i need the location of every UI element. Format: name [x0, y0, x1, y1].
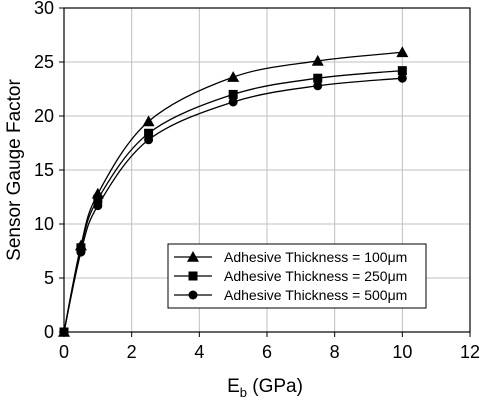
data-point-square — [144, 128, 154, 138]
y-tick-label: 5 — [44, 268, 54, 288]
axis-ticks: 0 2 4 6 8 10 12 0 5 10 15 20 25 30 — [34, 0, 480, 362]
y-tick-label: 0 — [44, 322, 54, 342]
legend-marker-square — [188, 271, 198, 281]
y-tick-label: 25 — [34, 52, 54, 72]
data-point-square — [228, 89, 238, 99]
data-point-triangle — [311, 54, 324, 66]
x-tick-label: 10 — [392, 342, 412, 362]
x-tick-label: 0 — [59, 342, 69, 362]
legend-marker-triangle — [187, 251, 199, 262]
legend-label: Adhesive Thickness = 100μm — [224, 249, 407, 265]
data-point-triangle — [227, 71, 240, 82]
data-point-square — [93, 194, 103, 204]
data-point-circle — [397, 73, 407, 83]
data-point-circle — [76, 247, 86, 257]
data-point-triangle — [396, 46, 409, 58]
y-tick-label: 20 — [34, 106, 54, 126]
x-tick-label: 6 — [262, 342, 272, 362]
x-axis-label: Eb (GPa) — [227, 376, 303, 400]
x-tick-label: 8 — [330, 342, 340, 362]
data-point-circle — [93, 201, 103, 211]
data-point-circle — [144, 135, 154, 145]
legend-label: Adhesive Thickness = 500μm — [224, 287, 407, 303]
y-tick-label: 30 — [34, 0, 54, 18]
legend: Adhesive Thickness = 100μm Adhesive Thick… — [167, 243, 427, 309]
data-point-square — [397, 66, 407, 76]
x-tick-label: 12 — [460, 342, 480, 362]
legend-marker-circle — [188, 290, 198, 300]
x-axis-label-subscript: b — [240, 385, 247, 400]
x-tick-label: 2 — [127, 342, 137, 362]
x-tick-label: 4 — [194, 342, 204, 362]
data-point-circle — [313, 81, 323, 91]
x-axis-label-main: E — [227, 376, 240, 397]
y-axis-label: Sensor Gauge Factor — [4, 79, 25, 261]
x-axis-label-unit: (GPa) — [247, 376, 303, 397]
y-tick-label: 15 — [34, 160, 54, 180]
legend-label: Adhesive Thickness = 250μm — [224, 268, 407, 284]
data-point-square — [313, 73, 323, 83]
data-point-triangle — [142, 115, 155, 127]
data-point-circle — [228, 97, 238, 107]
y-tick-label: 10 — [34, 214, 54, 234]
